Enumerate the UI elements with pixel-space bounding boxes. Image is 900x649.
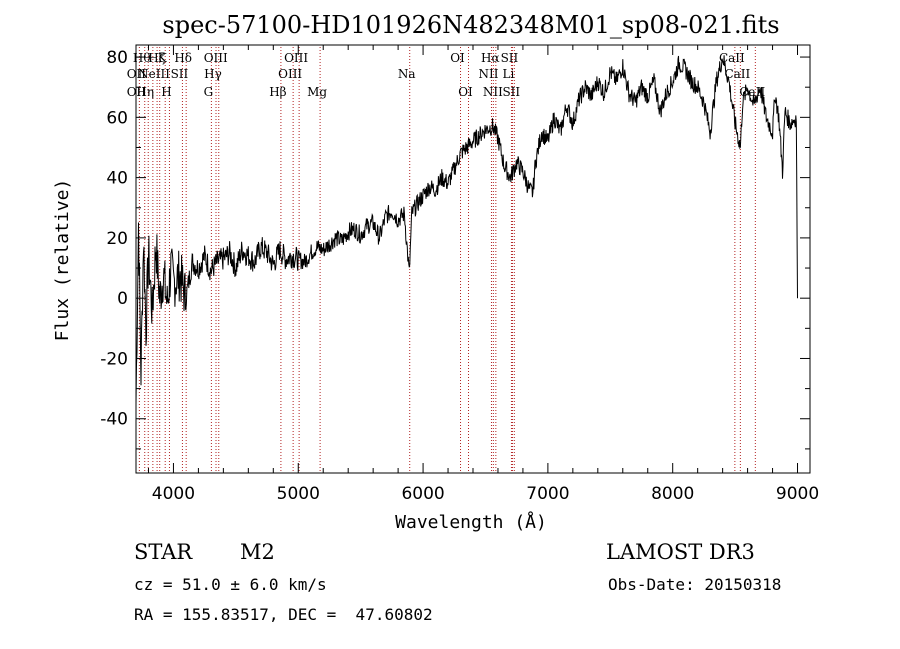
line-marker-label: G: [204, 85, 214, 99]
line-marker-label: SII: [171, 67, 189, 81]
line-marker-label: NII: [483, 85, 503, 99]
line-marker-label: SII: [502, 85, 520, 99]
redshift-cz: cz = 51.0 ± 6.0 km/s: [134, 575, 327, 594]
line-marker-label: SII: [501, 51, 519, 65]
object-class: STAR: [134, 540, 193, 564]
x-tick-label: 4000: [152, 484, 195, 504]
y-tick-label: 80: [106, 48, 128, 68]
x-tick-label: 5000: [277, 484, 320, 504]
y-tick-label: 0: [117, 289, 128, 309]
y-axis-ticks: -40 -20 0 20 40 60 80: [100, 48, 810, 450]
line-marker-label: OIII: [204, 51, 228, 65]
line-marker-label: H: [161, 85, 171, 99]
line-marker-label: Na: [398, 67, 416, 81]
y-tick-label: -40: [100, 410, 128, 430]
line-marker-label: Mg: [307, 85, 327, 99]
line-marker-label: Li: [503, 67, 515, 81]
x-axis-label: Wavelength (Å): [395, 511, 547, 533]
x-tick-label: 9000: [776, 484, 819, 504]
line-marker-label: Hα: [481, 51, 500, 65]
line-marker-label: Hγ: [204, 67, 222, 81]
line-marker-label: NeIII: [138, 67, 170, 81]
object-subclass: M2: [240, 540, 275, 564]
y-tick-label: 20: [106, 229, 128, 249]
line-marker-label: Hζ: [148, 51, 165, 65]
line-marker-label: OI: [450, 51, 465, 65]
line-marker-label: OIII: [284, 51, 308, 65]
y-tick-label: 60: [106, 108, 128, 128]
line-marker-label: OI: [458, 85, 473, 99]
x-tick-label: 8000: [651, 484, 694, 504]
line-marker-label: Hβ: [269, 85, 286, 99]
line-marker-label: Hθ: [133, 51, 151, 65]
x-axis-ticks: 4000 5000 6000 7000 8000 9000: [147, 45, 819, 504]
sky-coordinates: RA = 155.83517, DEC = 47.60802: [134, 605, 433, 624]
spectrum-line: [135, 55, 798, 405]
line-markers: [138, 47, 756, 472]
chart-title: spec-57100-HD101926N482348M01_sp08-021.f…: [162, 11, 779, 39]
line-marker-label: Hδ: [174, 51, 192, 65]
x-tick-label: 7000: [526, 484, 569, 504]
line-marker-label: K: [158, 51, 168, 65]
y-tick-label: 40: [106, 169, 128, 189]
survey-name: LAMOST DR3: [606, 540, 755, 564]
line-marker-label: OIII: [278, 67, 302, 81]
line-marker-labels: OIIOIIHθHηNeIIIHζKHSIIHδGHγOIIIHβOIIIOII…: [127, 51, 766, 99]
x-tick-label: 6000: [401, 484, 444, 504]
line-marker-label: CaII: [724, 67, 750, 81]
line-marker-label: CaII: [719, 51, 745, 65]
line-marker-label: NII: [478, 67, 498, 81]
y-tick-label: -20: [100, 349, 128, 369]
observation-date: Obs-Date: 20150318: [608, 575, 782, 594]
line-marker-label: Hη: [136, 85, 154, 99]
y-axis-label: Flux (relative): [52, 179, 73, 342]
